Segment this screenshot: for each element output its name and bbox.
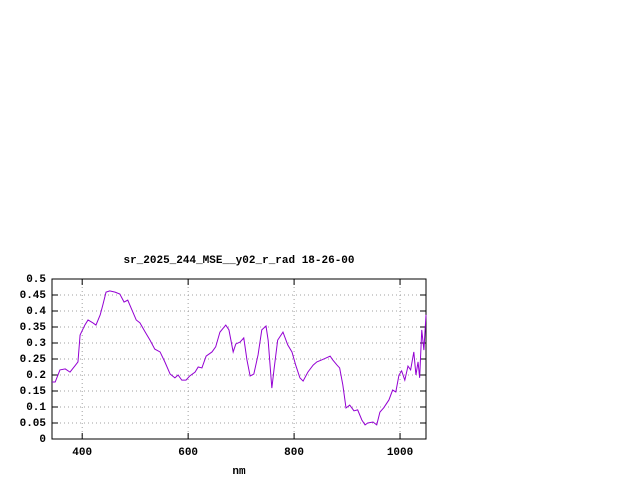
x-tick-label: 1000 [387, 447, 413, 459]
y-tick-label: 0.45 [20, 290, 47, 302]
y-tick-label: 0.3 [26, 338, 46, 350]
y-tick-label: 0 [39, 434, 46, 446]
data-line [52, 290, 427, 426]
y-tick-label: 0.1 [26, 402, 46, 414]
y-tick-label: 0.2 [26, 370, 46, 382]
x-tick-label: 800 [284, 447, 304, 459]
y-tick-label: 0.25 [20, 354, 47, 366]
y-tick-label: 0.05 [20, 418, 47, 430]
y-tick-label: 0.4 [26, 306, 46, 318]
x-axis-label: nm [232, 466, 246, 478]
y-tick-label: 0.15 [20, 386, 47, 398]
y-tick-label: 0.35 [20, 322, 47, 334]
plot-frame [51, 278, 427, 440]
y-tick-label: 0.5 [26, 274, 46, 286]
chart-title: sr_2025_244_MSE__y02_r_rad 18-26-00 [123, 255, 354, 267]
x-tick-label: 400 [72, 447, 92, 459]
x-tick-label: 600 [178, 447, 198, 459]
